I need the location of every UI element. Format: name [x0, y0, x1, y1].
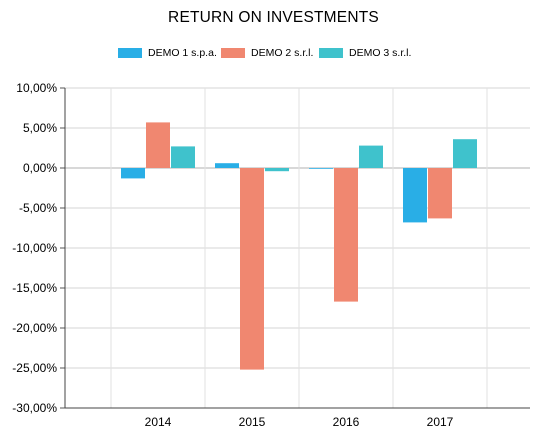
bar-2015-series-1	[215, 163, 239, 168]
legend-item-series-2[interactable]: DEMO 2 s.r.l.	[221, 47, 313, 59]
legend-swatch-series-1	[118, 48, 142, 58]
chart-title: RETURN ON INVESTMENTS	[168, 9, 379, 26]
x-tick-label: 2017	[427, 415, 454, 429]
y-tick-label: -30,00%	[12, 401, 57, 415]
y-tick-label: -15,00%	[12, 281, 57, 295]
y-tick-label: 0,00%	[23, 161, 57, 175]
y-tick-label: 10,00%	[16, 81, 57, 95]
y-tick-label: 5,00%	[23, 121, 57, 135]
chart-legend: DEMO 1 s.p.a. DEMO 2 s.r.l. DEMO 3 s.r.l…	[0, 47, 547, 63]
x-tick-label: 2014	[145, 415, 172, 429]
bar-2017-series-2	[428, 168, 452, 219]
bar-2016-series-2	[334, 168, 358, 302]
legend-swatch-series-3	[319, 48, 343, 58]
x-tick-label: 2015	[239, 415, 266, 429]
y-tick-label: -5,00%	[19, 201, 57, 215]
legend-item-series-1[interactable]: DEMO 1 s.p.a.	[118, 47, 217, 59]
bar-2016-series-1	[309, 168, 333, 169]
legend-label-series-1: DEMO 1 s.p.a.	[148, 47, 217, 59]
bar-2014-series-3	[171, 146, 195, 168]
bar-2016-series-3	[359, 145, 383, 168]
bar-2014-series-1	[121, 168, 145, 179]
legend-label-series-3: DEMO 3 s.r.l.	[349, 47, 412, 59]
bar-2015-series-3	[265, 168, 289, 172]
legend-swatch-series-2	[221, 48, 245, 58]
legend-label-series-2: DEMO 2 s.r.l.	[251, 47, 314, 59]
x-tick-label: 2016	[333, 415, 360, 429]
legend-item-series-3[interactable]: DEMO 3 s.r.l.	[319, 47, 411, 59]
bar-2017-series-3	[453, 139, 477, 168]
y-tick-label: -25,00%	[12, 361, 57, 375]
y-tick-label: -20,00%	[12, 321, 57, 335]
bar-2015-series-2	[240, 168, 264, 370]
y-tick-label: -10,00%	[12, 241, 57, 255]
bar-2014-series-2	[146, 122, 170, 168]
bar-2017-series-1	[403, 168, 427, 223]
